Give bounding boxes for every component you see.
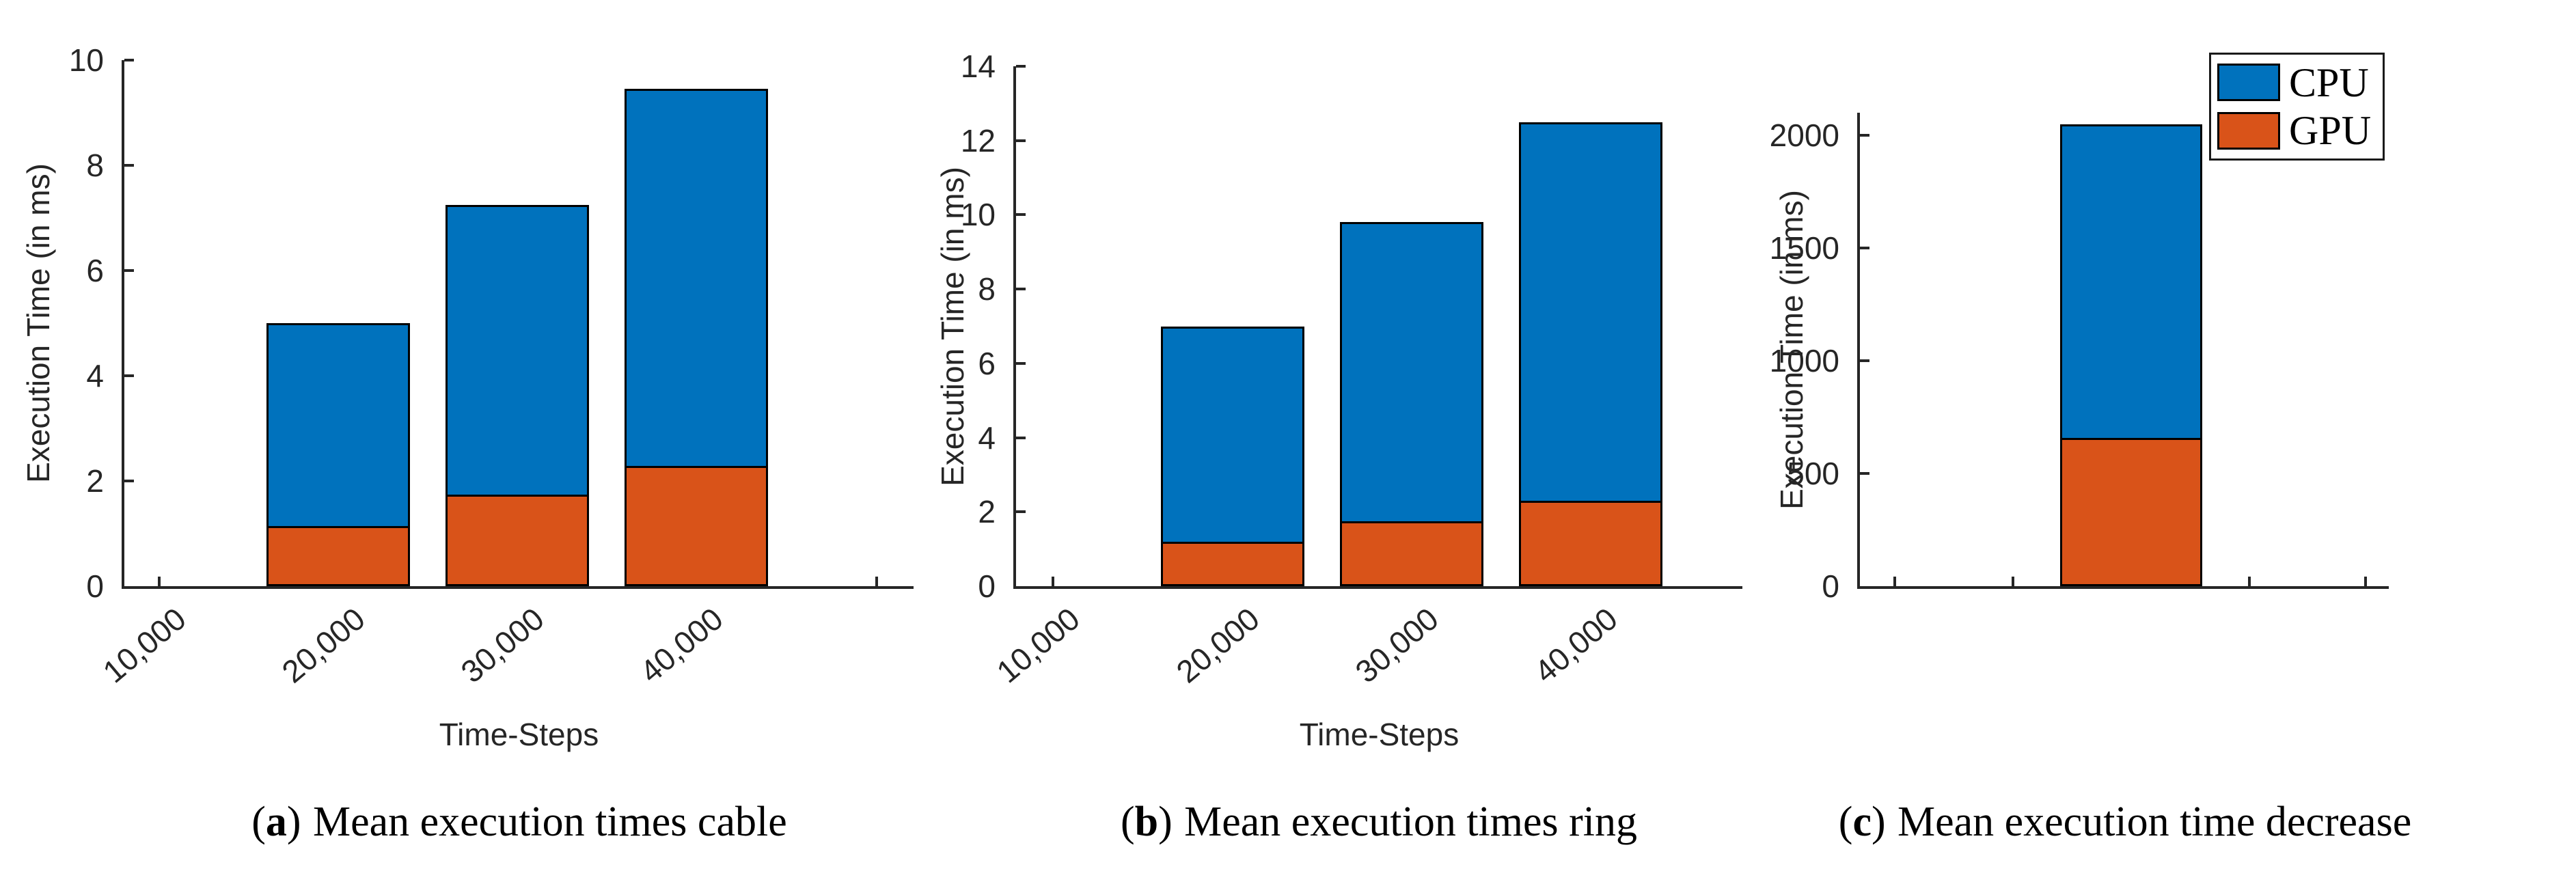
caption-c-open-paren: ( [1838,799,1853,845]
legend-label-cpu: CPU [2289,59,2369,105]
y-tick-mark [1016,213,1026,217]
caption-c-letter: c [1852,799,1872,845]
y-tick-mark [1860,359,1869,362]
x-axis-line [122,586,914,589]
x-tick-label: 10,000 [96,601,193,690]
x-tick-label: 20,000 [1169,601,1266,690]
caption-c-close-paren: ) [1871,799,1886,845]
y-tick-label: 0 [1822,568,1839,604]
bar-segment-gpu [2062,437,2200,584]
y-tick-label: 6 [978,345,996,381]
caption-b-text: Mean execution times ring [1184,799,1638,845]
y-tick-mark [124,59,134,61]
legend-swatch-gpu-icon [2217,111,2280,150]
y-tick-mark [1016,436,1026,439]
y-tick-label: 6 [86,253,104,288]
bar-stack [266,323,410,586]
y-axis-line [122,60,124,589]
bar-stack [2060,124,2202,586]
y-tick-mark [124,374,134,377]
caption-c: (c) Mean execution time decrease [1613,798,2576,846]
x-tick-mark [1893,577,1896,586]
y-tick-mark [1016,510,1026,514]
bar-stack [1161,326,1304,586]
bar-stack [1340,222,1483,586]
y-tick-mark [1860,472,1869,475]
legend-swatch-cpu-icon [2217,64,2280,102]
caption-a-close-paren: ) [286,799,301,845]
legend: CPU GPU [2209,53,2385,161]
bar-stack [446,204,589,586]
y-axis-title: Execution Time (in ms) [935,166,970,486]
y-tick-label: 8 [978,271,996,307]
bar-stack [625,89,768,586]
x-tick-mark [2012,577,2014,586]
y-axis-title: Execution Time (in ms) [20,163,56,483]
y-tick-mark [124,269,134,272]
caption-b-letter: b [1134,799,1159,845]
x-tick-label: 20,000 [275,601,372,690]
y-tick-label: 2 [978,494,996,530]
y-tick-mark [1016,65,1026,68]
bar-segment-gpu [269,526,408,584]
y-tick-label: 12 [960,122,996,158]
x-axis-title: Time-Steps [1299,717,1460,752]
y-tick-mark [1860,134,1869,137]
y-axis-title: Execution Time (in ms) [1774,189,1809,510]
x-tick-mark [1052,577,1054,586]
bar-segment-gpu [1342,521,1481,584]
legend-entry-cpu: CPU [2217,62,2383,103]
x-axis-title: Time-Steps [439,717,599,752]
bar-segment-gpu [1163,541,1302,584]
bar-segment-gpu [1521,500,1660,584]
bar-segment-gpu [627,465,766,584]
caption-c-text: Mean execution time decrease [1897,799,2412,845]
y-tick-mark [124,164,134,167]
y-tick-label: 1500 [1769,230,1839,266]
x-tick-label: 10,000 [989,601,1086,690]
legend-entry-gpu: GPU [2217,110,2383,151]
caption-a: (a) Mean execution times cable [7,798,1032,846]
bar-stack [1519,122,1662,586]
x-axis-line [1857,586,2389,589]
caption-b: (b) Mean execution times ring [866,798,1891,846]
y-tick-label: 0 [978,568,996,604]
x-axis-line [1013,586,1742,589]
y-tick-label: 4 [86,358,104,394]
y-tick-label: 10 [960,197,996,233]
y-tick-label: 1000 [1769,343,1839,378]
caption-a-text: Mean execution times cable [312,799,787,845]
y-tick-label: 500 [1787,456,1839,491]
y-tick-label: 10 [68,42,104,78]
y-tick-label: 4 [978,419,996,456]
y-tick-label: 0 [86,568,104,604]
caption-a-letter: a [265,799,287,845]
x-tick-mark [2248,577,2251,586]
legend-label-gpu: GPU [2289,108,2372,154]
y-tick-label: 14 [960,49,996,84]
y-axis-line [1857,113,1860,589]
caption-b-close-paren: ) [1158,799,1173,845]
x-tick-mark [2364,577,2367,586]
x-tick-mark [875,577,878,586]
y-tick-mark [1860,247,1869,249]
y-tick-mark [1016,288,1026,291]
y-tick-mark [1016,361,1026,365]
y-tick-label: 8 [86,148,104,183]
bar-segment-gpu [448,495,587,584]
x-tick-mark [158,577,161,586]
y-tick-mark [1016,139,1026,142]
y-tick-label: 2 [86,463,104,499]
caption-b-open-paren: ( [1120,799,1135,845]
caption-a-open-paren: ( [251,799,266,845]
y-tick-label: 2000 [1769,118,1839,153]
y-axis-line [1013,66,1016,589]
y-tick-mark [124,480,134,482]
